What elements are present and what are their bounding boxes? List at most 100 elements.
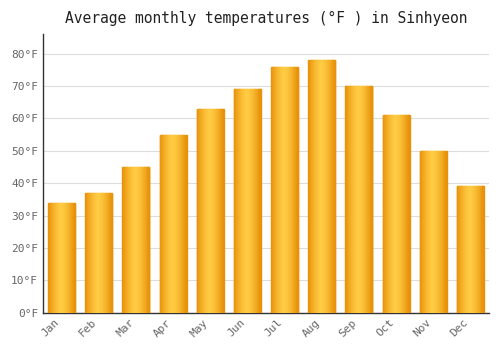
Bar — [92, 193, 93, 313]
Bar — [364, 86, 366, 313]
Bar — [369, 86, 370, 313]
Bar — [350, 86, 351, 313]
Bar — [98, 193, 100, 313]
Bar — [179, 135, 180, 313]
Bar — [133, 167, 134, 313]
Bar — [175, 135, 176, 313]
Bar — [402, 115, 404, 313]
Bar — [215, 109, 216, 313]
Bar — [318, 60, 319, 313]
Bar — [201, 109, 202, 313]
Bar — [330, 60, 331, 313]
Bar — [100, 193, 101, 313]
Bar — [353, 86, 354, 313]
Bar — [394, 115, 396, 313]
Bar — [430, 151, 431, 313]
Bar — [355, 86, 356, 313]
Bar — [216, 109, 217, 313]
Bar — [86, 193, 87, 313]
Bar — [94, 193, 96, 313]
Bar — [283, 66, 284, 313]
Bar — [319, 60, 320, 313]
Bar — [349, 86, 350, 313]
Bar — [317, 60, 318, 313]
Bar — [212, 109, 213, 313]
Bar — [423, 151, 424, 313]
Bar — [471, 187, 472, 313]
Bar — [91, 193, 92, 313]
Bar — [128, 167, 130, 313]
Bar — [346, 86, 347, 313]
Bar — [236, 89, 238, 313]
Bar — [213, 109, 214, 313]
Bar — [434, 151, 435, 313]
Bar — [288, 66, 289, 313]
Bar — [127, 167, 128, 313]
Bar — [50, 203, 51, 313]
Bar — [169, 135, 170, 313]
Bar — [362, 86, 363, 313]
Bar — [315, 60, 316, 313]
Bar — [332, 60, 333, 313]
Bar — [52, 203, 54, 313]
Bar — [122, 167, 123, 313]
Bar — [73, 203, 74, 313]
Bar — [387, 115, 388, 313]
Bar — [399, 115, 400, 313]
Bar — [330, 60, 331, 313]
Bar — [74, 203, 75, 313]
Bar — [132, 167, 133, 313]
Bar — [278, 66, 279, 313]
Bar — [180, 135, 181, 313]
Bar — [398, 115, 400, 313]
Bar — [323, 60, 324, 313]
Bar — [409, 115, 410, 313]
Bar — [461, 187, 462, 313]
Bar — [207, 109, 208, 313]
Bar — [183, 135, 184, 313]
Bar — [111, 193, 112, 313]
Bar — [397, 115, 398, 313]
Bar — [313, 60, 314, 313]
Bar — [481, 187, 482, 313]
Bar — [48, 203, 50, 313]
Bar — [297, 66, 298, 313]
Bar — [86, 193, 88, 313]
Title: Average monthly temperatures (°F ) in Sinhyeon: Average monthly temperatures (°F ) in Si… — [64, 11, 467, 26]
Bar — [131, 167, 132, 313]
Bar — [51, 203, 52, 313]
Bar — [210, 109, 211, 313]
Bar — [444, 151, 445, 313]
Bar — [398, 115, 399, 313]
Bar — [422, 151, 423, 313]
Bar — [347, 86, 348, 313]
Bar — [405, 115, 406, 313]
Bar — [432, 151, 434, 313]
Bar — [111, 193, 112, 313]
Bar — [60, 203, 61, 313]
Bar — [324, 60, 325, 313]
Bar — [420, 151, 421, 313]
Bar — [97, 193, 98, 313]
Bar — [421, 151, 422, 313]
Bar — [395, 115, 396, 313]
Bar — [204, 109, 205, 313]
Bar — [326, 60, 327, 313]
Bar — [435, 151, 436, 313]
Bar — [124, 167, 126, 313]
Bar — [202, 109, 203, 313]
Bar — [400, 115, 401, 313]
Bar — [293, 66, 294, 313]
Bar — [142, 167, 143, 313]
Bar — [316, 60, 317, 313]
Bar — [438, 151, 439, 313]
Bar — [68, 203, 69, 313]
Bar — [234, 89, 235, 313]
Bar — [348, 86, 349, 313]
Bar — [465, 187, 466, 313]
Bar — [246, 89, 247, 313]
Bar — [404, 115, 405, 313]
Bar — [286, 66, 287, 313]
Bar — [181, 135, 182, 313]
Bar — [384, 115, 385, 313]
